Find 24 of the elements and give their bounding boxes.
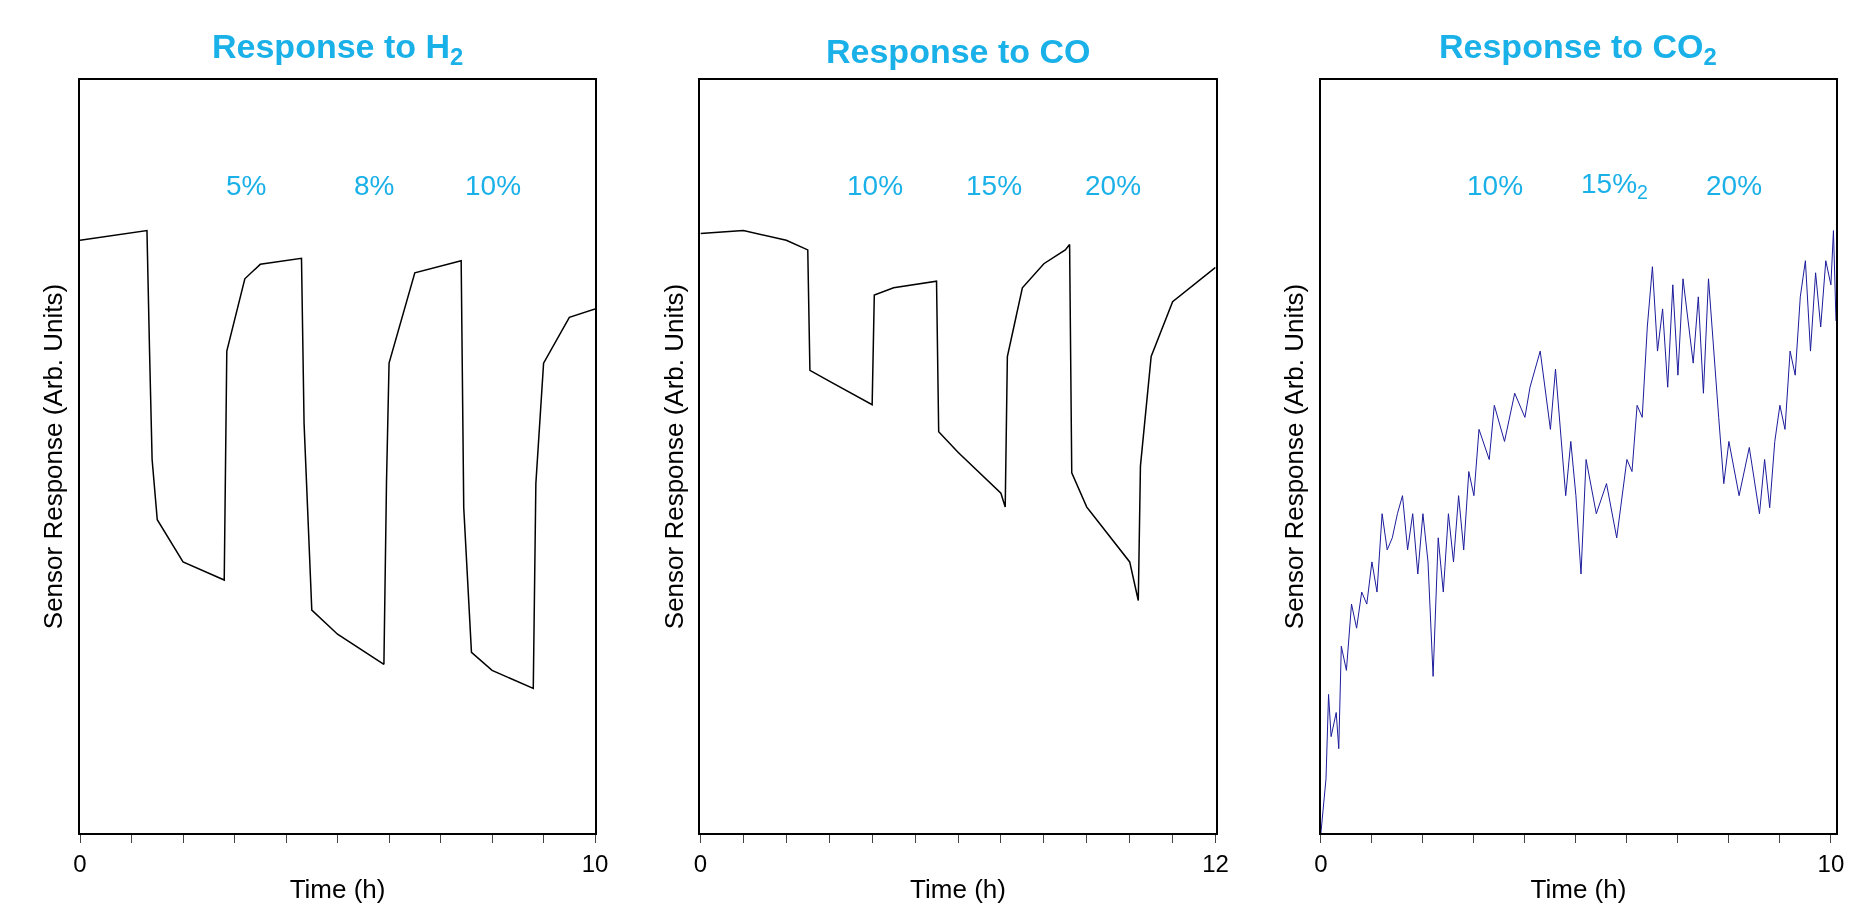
x-axis-title: Time (h)	[910, 873, 1006, 904]
chart-title: Response to CO	[826, 32, 1091, 70]
text: 15%	[966, 170, 1023, 201]
chart-title: Response to CO$_{2}$	[1439, 27, 1717, 71]
text: 5%	[226, 170, 267, 201]
x-tick-label: 10	[1817, 849, 1845, 877]
text: 10%	[465, 170, 522, 201]
x-tick-label: 0	[1314, 849, 1328, 877]
y-axis-title: Sensor Response (Arb. Units)	[1279, 283, 1310, 630]
text: 20%	[1085, 170, 1142, 201]
x-tick-label: 10	[581, 849, 609, 877]
text: 10%	[1467, 170, 1524, 201]
text: 8%	[354, 170, 395, 201]
chart-title: Response to H$_{2}$	[212, 27, 464, 71]
x-tick-label: 12	[1202, 849, 1229, 877]
x-axis-title: Time (h)	[1530, 873, 1627, 904]
x-tick-label: 0	[693, 849, 708, 877]
y-axis-title: Sensor Response (Arb. Units)	[658, 283, 689, 630]
x-axis-title: Time (h)	[289, 873, 386, 904]
y-axis-title: Sensor Response (Arb. Units)	[38, 283, 69, 630]
text: 15%$_{2}$	[1581, 168, 1648, 203]
text: 20%	[1706, 170, 1763, 201]
text: 10%	[847, 170, 904, 201]
x-tick-label: 0	[73, 849, 87, 877]
